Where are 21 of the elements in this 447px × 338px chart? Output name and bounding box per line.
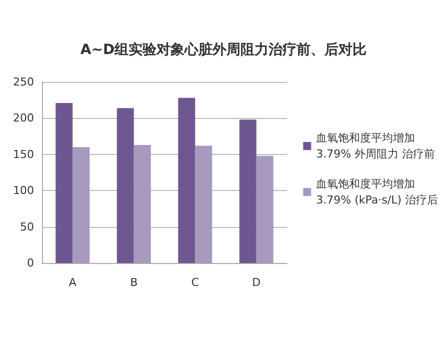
bar bbox=[116, 108, 134, 263]
bar bbox=[178, 98, 196, 263]
legend-label: 血氧饱和度平均增加 3.79% 外周阻力 治疗前 bbox=[316, 132, 436, 160]
x-tick-label: C bbox=[191, 276, 200, 289]
bar bbox=[72, 147, 90, 263]
y-tick-label: 200 bbox=[13, 112, 34, 125]
chart-title: A~D组实验对象心脏外周阻力治疗前、后对比 bbox=[80, 41, 367, 58]
x-tick-label: D bbox=[252, 276, 261, 289]
y-tick-label: 50 bbox=[20, 220, 34, 234]
y-tick-label: 100 bbox=[13, 184, 34, 198]
x-tick-label: B bbox=[130, 276, 138, 289]
x-tick-label: A bbox=[68, 276, 77, 289]
bar bbox=[195, 146, 212, 263]
legend-label: 血氧饱和度平均增加 3.79% (kPa·s/L) 治疗后 bbox=[316, 178, 438, 206]
bar bbox=[56, 102, 73, 263]
y-tick-label: 0 bbox=[27, 256, 34, 270]
y-tick-label: 250 bbox=[13, 76, 34, 88]
bar bbox=[239, 120, 256, 263]
bar bbox=[256, 156, 274, 263]
y-tick-label: 150 bbox=[13, 148, 34, 161]
bar bbox=[134, 144, 151, 263]
